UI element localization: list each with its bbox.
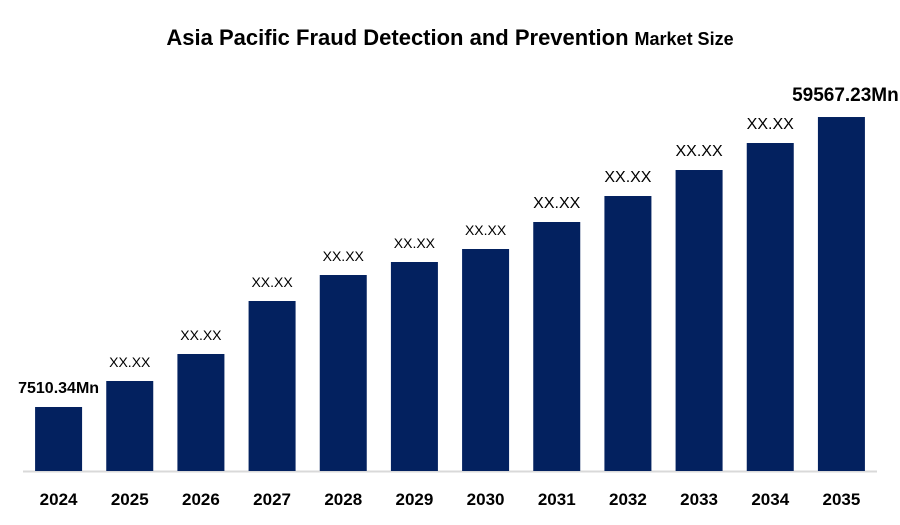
chart-title-main: Asia Pacific Fraud Detection and Prevent… [166,25,628,50]
x-tick-label: 2028 [324,490,362,509]
data-label: XX.XX [604,169,651,186]
bar-2034 [746,143,794,471]
data-label: XX.XX [676,143,723,160]
x-tick-label: 2035 [823,490,861,509]
bar-2035 [817,117,865,471]
bar-2031 [533,222,581,471]
bar-2030 [462,249,510,471]
data-label: XX.XX [747,116,794,133]
data-label: 7510.34Mn [18,380,99,397]
bar-2033 [675,170,723,471]
bar-2025 [106,380,154,471]
data-label: XX.XX [180,327,222,343]
x-tick-label: 2031 [538,490,576,509]
chart-title: Asia Pacific Fraud Detection and Prevent… [166,25,733,50]
bar-2029 [390,262,438,471]
bar-2028 [319,275,367,471]
chart-subtitle: Market Size [635,29,734,49]
data-label: XX.XX [533,195,580,212]
x-tick-label: 2033 [680,490,718,509]
x-tick-label: 2032 [609,490,647,509]
bar-2026 [177,353,225,471]
x-tick-label: 2024 [40,490,78,509]
bar-2032 [604,196,652,471]
x-tick-label: 2034 [751,490,789,509]
data-label: XX.XX [394,235,436,251]
data-label: XX.XX [465,222,507,238]
data-label: XX.XX [323,248,365,264]
data-label: XX.XX [251,274,293,290]
x-tick-label: 2027 [253,490,291,509]
x-tick-label: 2025 [111,490,149,509]
data-label: XX.XX [109,354,151,370]
bar-2027 [248,301,296,471]
x-tick-label: 2030 [467,490,505,509]
x-tick-label: 2026 [182,490,220,509]
data-label: 59567.23Mn [792,85,899,106]
bar-2024 [35,406,83,471]
x-tick-label: 2029 [396,490,434,509]
